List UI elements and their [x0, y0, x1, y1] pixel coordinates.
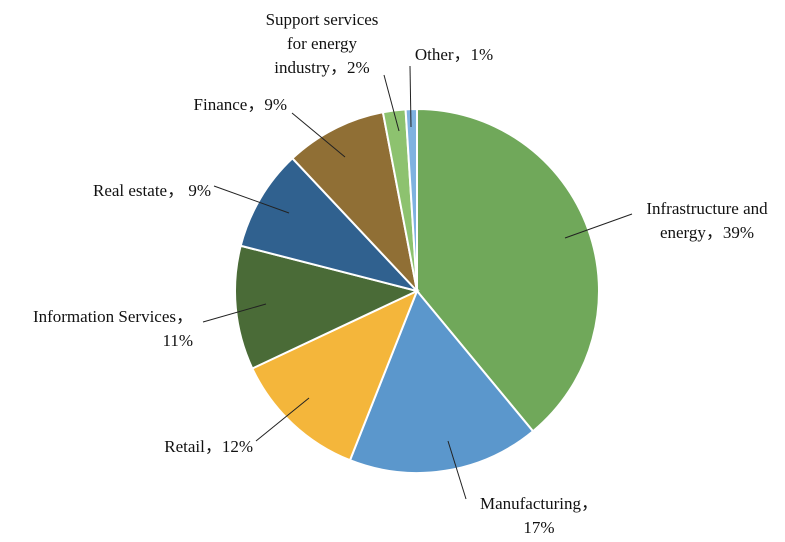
leader-line-retail: [255, 397, 310, 442]
pie-slices: [234, 107, 600, 474]
slice-label-line: Support services: [266, 10, 379, 29]
slice-label-line: 11%: [162, 331, 193, 350]
pie-slice-finance: [290, 111, 419, 295]
slice-label-information-services: Information Services， 11%: [33, 307, 193, 350]
slice-label-line: Information Services，: [33, 307, 193, 326]
leader-line-other: [409, 65, 412, 128]
pie-slice-information-services: [234, 244, 420, 370]
slice-label-real-estate: Real estate， 9%: [93, 181, 211, 200]
slice-label-line: Manufacturing，: [480, 494, 598, 513]
slice-label-line: Real estate， 9%: [93, 181, 211, 200]
leader-line-information-services: [202, 303, 267, 323]
slice-label-line: Retail，12%: [164, 437, 253, 456]
leader-line-support-services-for-energy-industry: [383, 74, 400, 132]
pie-slice-manufacturing: [348, 289, 535, 474]
leader-line-real-estate: [213, 185, 290, 214]
slice-label-retail: Retail，12%: [164, 437, 253, 456]
leader-line-manufacturing: [447, 440, 467, 500]
slice-label-other: Other，1%: [415, 45, 493, 64]
pie-slice-other: [404, 107, 418, 292]
slice-label-infrastructure-and-energy: Infrastructure and energy，39%: [646, 199, 768, 242]
slice-label-finance: Finance，9%: [194, 95, 287, 114]
leader-line-infrastructure-and-energy: [564, 213, 633, 239]
slice-label-support-services-for-energy-industry: Support services for energy industry，2%: [266, 10, 379, 77]
slice-label-line: 17%: [523, 518, 554, 537]
pie-slice-retail: [250, 289, 419, 462]
leader-line-finance: [291, 112, 346, 158]
slice-label-line: Finance，9%: [194, 95, 287, 114]
slice-label-line: industry，2%: [274, 58, 369, 77]
slice-label-manufacturing: Manufacturing， 17%: [480, 494, 598, 537]
pie-slice-real-estate: [239, 156, 421, 293]
leader-lines: [202, 65, 633, 500]
slice-label-line: Other，1%: [415, 45, 493, 64]
slice-label-line: Infrastructure and: [646, 199, 768, 218]
slice-labels: Infrastructure and energy，39% Manufacturin…: [33, 10, 768, 537]
slice-label-line: for energy: [287, 34, 358, 53]
slice-label-line: energy，39%: [660, 223, 754, 242]
